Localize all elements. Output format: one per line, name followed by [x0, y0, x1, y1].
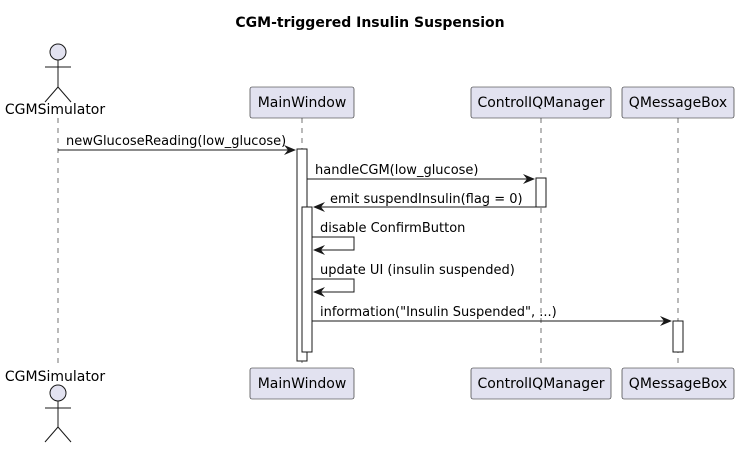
participant-controliqmanager-top: ControlIQManager [470, 86, 612, 119]
participant-controliqmanager-bottom: ControlIQManager [470, 367, 612, 400]
message-update-ui: update UI (insulin suspended) [312, 263, 515, 297]
participant-label: ControlIQManager [477, 95, 604, 111]
participant-qmessagebox-bottom: QMessageBox [621, 367, 735, 400]
activation-mainwindow-inner [301, 206, 313, 353]
participant-mainwindow-bottom: MainWindow [249, 367, 355, 400]
participant-label: ControlIQManager [477, 376, 604, 392]
message-label: emit suspendInsulin(flag = 0) [330, 192, 523, 207]
message-label: handleCGM(low_glucose) [315, 163, 479, 178]
message-label: disable ConfirmButton [320, 221, 465, 236]
activation-controliqmanager [535, 177, 547, 208]
message-information: information("Insulin Suspended", ...) [312, 305, 672, 326]
arrow-left-icon [313, 202, 325, 212]
arrow-left-icon [313, 245, 325, 255]
message-label: update UI (insulin suspended) [320, 263, 515, 278]
message-new-glucose-reading: newGlucoseReading(low_glucose) [58, 134, 296, 155]
actor-head-icon [49, 384, 67, 402]
arrow-right-icon [523, 174, 535, 184]
message-handle-cgm: handleCGM(low_glucose) [307, 163, 535, 184]
participant-label: QMessageBox [629, 376, 727, 392]
arrow-right-icon [284, 145, 296, 155]
activation-qmessagebox [672, 320, 684, 353]
message-label: information("Insulin Suspended", ...) [320, 305, 557, 320]
message-emit-suspend-insulin: emit suspendInsulin(flag = 0) [313, 192, 536, 212]
participant-label: QMessageBox [629, 95, 727, 111]
arrow-right-icon [660, 316, 672, 326]
diagram-title: CGM-triggered Insulin Suspension [235, 15, 504, 31]
actor-label: CGMSimulator [5, 369, 106, 385]
participant-label: MainWindow [258, 376, 347, 392]
actor-cgmsimulator-top: CGMSimulator [5, 43, 106, 118]
arrow-left-icon [313, 287, 325, 297]
participant-label: MainWindow [258, 95, 347, 111]
message-label: newGlucoseReading(low_glucose) [66, 134, 286, 149]
actor-label: CGMSimulator [5, 102, 106, 118]
message-disable-confirm-button: disable ConfirmButton [312, 221, 465, 255]
participant-mainwindow-top: MainWindow [249, 86, 355, 119]
actor-cgmsimulator-bottom: CGMSimulator [5, 369, 106, 443]
actor-head-icon [49, 43, 67, 61]
participant-qmessagebox-top: QMessageBox [621, 86, 735, 119]
